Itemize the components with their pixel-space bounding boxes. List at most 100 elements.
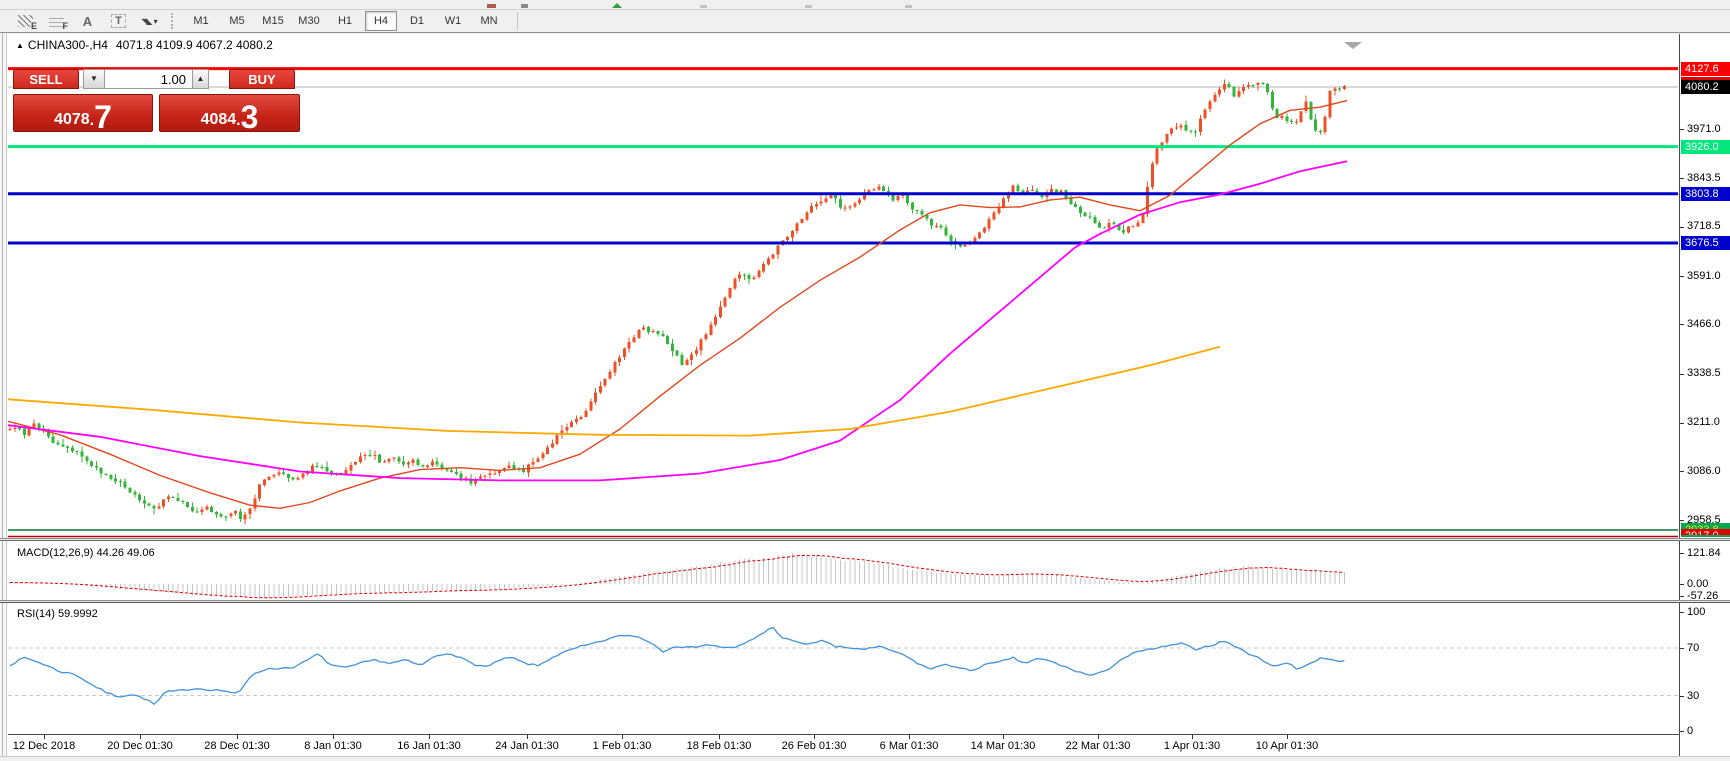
timeframe-button-M5[interactable]: M5 bbox=[229, 15, 245, 27]
candle-body bbox=[1074, 203, 1078, 207]
price-whole: 4078 bbox=[54, 111, 90, 128]
candle-body bbox=[757, 271, 761, 278]
price-scale[interactable]: 3971.0 3843.5 3718.5 3591.0 3466.0 3338.5 3211… bbox=[1679, 34, 1730, 756]
timeframe-button-D1[interactable]: D1 bbox=[409, 15, 425, 27]
candle-body bbox=[1093, 217, 1097, 224]
candle-body bbox=[440, 464, 444, 470]
price-tick-label: 2958.5 bbox=[1687, 513, 1721, 526]
ask-price-box[interactable]: 4084. 3 bbox=[159, 94, 300, 133]
price-dot: . bbox=[236, 112, 241, 129]
toolbar-grip[interactable] bbox=[171, 13, 177, 29]
timeframe-button-H4[interactable]: H4 bbox=[365, 11, 397, 31]
buy-button[interactable]: BUY bbox=[229, 69, 295, 89]
candle-body bbox=[358, 456, 362, 462]
candle-body bbox=[454, 471, 458, 474]
macd-chart[interactable] bbox=[8, 541, 1679, 600]
collapse-triangle-icon[interactable]: ▲ bbox=[16, 41, 24, 50]
time-tick bbox=[909, 735, 910, 739]
equidistant-channel-icon[interactable]: E bbox=[12, 11, 39, 31]
candle-body bbox=[502, 468, 506, 471]
candle-body bbox=[277, 472, 281, 475]
price-line-label-3676.5: 3676.5 bbox=[1681, 235, 1730, 250]
candle-body bbox=[651, 330, 655, 332]
candle-body bbox=[157, 506, 161, 509]
candle-body bbox=[493, 473, 497, 475]
candle-body bbox=[867, 189, 871, 194]
icon-letter: A bbox=[82, 13, 93, 29]
time-label: 1 Feb 01:30 bbox=[592, 740, 652, 752]
time-tick bbox=[1098, 735, 1099, 739]
timeframe-button-MN[interactable]: MN bbox=[480, 15, 498, 27]
candle-body bbox=[896, 195, 900, 201]
candle-body bbox=[478, 476, 482, 479]
timeframe-button-H1[interactable]: H1 bbox=[337, 15, 353, 27]
price-big-digit: 7 bbox=[94, 99, 112, 135]
candle-body bbox=[507, 465, 511, 469]
price-line-label-4127.6: 4127.6 bbox=[1681, 61, 1730, 76]
candle-body bbox=[118, 481, 122, 483]
candle-body bbox=[1150, 163, 1154, 188]
timeframe-button-M30[interactable]: M30 bbox=[298, 15, 320, 27]
bid-price-box[interactable]: 4078. 7 bbox=[13, 94, 153, 135]
clipped-button-icon bbox=[700, 5, 707, 8]
price-tick-label: 3971.0 bbox=[1687, 122, 1721, 135]
candle-body bbox=[291, 477, 295, 480]
candle-body bbox=[123, 481, 127, 488]
candle-body bbox=[901, 194, 905, 197]
candle-body bbox=[882, 186, 886, 192]
macd-tick-mark bbox=[1680, 553, 1684, 554]
volume-increase-button[interactable]: ▲ bbox=[193, 69, 209, 89]
candle-body bbox=[574, 418, 578, 422]
current-price-label: 4080.2 bbox=[1681, 80, 1730, 94]
candle-body bbox=[32, 423, 36, 428]
volume-input[interactable] bbox=[105, 69, 193, 89]
candle-body bbox=[51, 436, 55, 443]
candle-body bbox=[1218, 89, 1222, 95]
candle-body bbox=[1203, 109, 1207, 119]
price-tick-mark bbox=[1680, 276, 1684, 278]
time-tick bbox=[719, 735, 720, 739]
textbox-icon[interactable]: T bbox=[105, 11, 132, 31]
candle-body bbox=[536, 458, 540, 462]
candle-body bbox=[104, 473, 108, 476]
candle-body bbox=[406, 462, 410, 465]
macd-scale-label: 0.00 bbox=[1687, 578, 1709, 590]
time-tick bbox=[333, 735, 334, 739]
candle-body bbox=[829, 195, 833, 199]
time-axis[interactable]: 12 Dec 2018 20 Dec 01:30 28 Dec 01:30 8 Jan… bbox=[8, 734, 1679, 757]
panel-splitter[interactable] bbox=[0, 538, 1730, 541]
timeframe-button-M1[interactable]: M1 bbox=[193, 15, 209, 27]
rsi-scale-label: 70 bbox=[1687, 642, 1700, 654]
candle-body bbox=[1304, 101, 1308, 112]
panel-splitter[interactable] bbox=[0, 600, 1730, 603]
timeframe-button-W1[interactable]: W1 bbox=[444, 15, 462, 27]
candle-body bbox=[862, 193, 866, 200]
text-label-icon[interactable]: A bbox=[74, 11, 101, 31]
arrow-objects-icon[interactable]: ◥◣ ▾ bbox=[136, 11, 163, 31]
candle-body bbox=[190, 506, 194, 512]
candle-body bbox=[1170, 128, 1174, 134]
price-tick-mark bbox=[1680, 422, 1684, 424]
candle-body bbox=[718, 306, 722, 317]
time-label: 24 Jan 01:30 bbox=[495, 740, 559, 752]
timeframe-button-M15[interactable]: M15 bbox=[262, 15, 284, 27]
candle-body bbox=[1179, 125, 1183, 128]
candle-body bbox=[1232, 86, 1236, 97]
chart-ohlc-values: 4071.8 4109.9 4067.2 4080.2 bbox=[115, 38, 273, 52]
candle-body bbox=[219, 514, 223, 517]
time-label: 16 Jan 01:30 bbox=[397, 740, 461, 752]
candle-body bbox=[1309, 101, 1313, 120]
candle-body bbox=[814, 204, 818, 207]
sell-button[interactable]: SELL bbox=[13, 69, 79, 89]
candle-body bbox=[315, 466, 319, 468]
candle-body bbox=[1122, 230, 1126, 233]
fibonacci-icon[interactable]: F bbox=[43, 11, 70, 31]
time-tick bbox=[622, 735, 623, 739]
candle-body bbox=[642, 327, 646, 330]
candle-body bbox=[776, 245, 780, 255]
rsi-chart[interactable] bbox=[8, 603, 1679, 734]
candle-body bbox=[1059, 190, 1063, 193]
candle-body bbox=[810, 206, 814, 213]
volume-decrease-button[interactable]: ▼ bbox=[83, 69, 105, 89]
time-tick bbox=[237, 735, 238, 739]
